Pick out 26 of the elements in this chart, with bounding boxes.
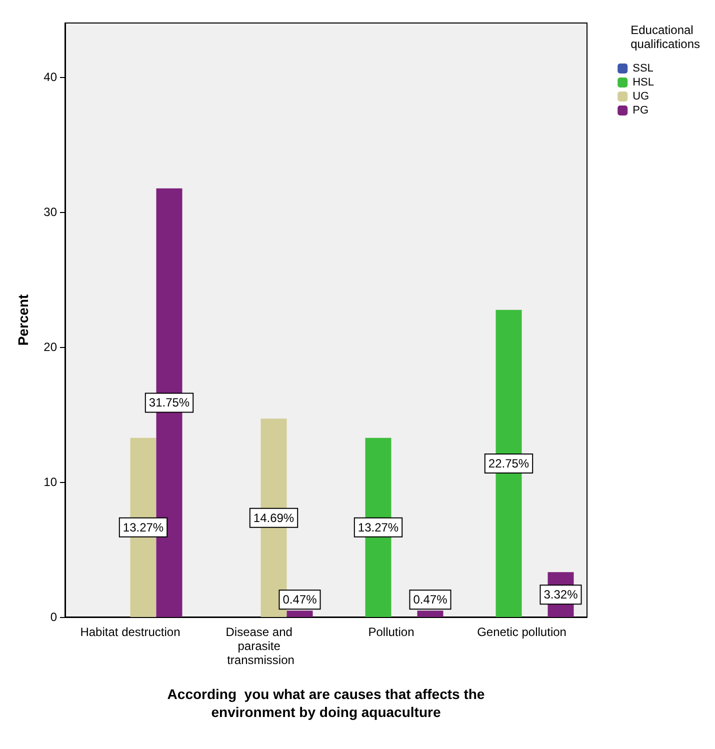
data-label: 0.47% (413, 592, 448, 607)
data-label: 14.69% (253, 510, 294, 525)
bar (417, 610, 444, 617)
x-tick-label: Disease and parasite transmission (226, 625, 296, 667)
data-label: 3.32% (544, 588, 578, 602)
y-axis-title: Percent (15, 294, 31, 346)
bar (286, 610, 313, 617)
data-label: 31.75% (148, 396, 190, 410)
y-tick-label: 10 (44, 475, 58, 489)
legend-label: SSL (632, 62, 654, 74)
y-tick-label: 0 (50, 610, 58, 624)
y-tick-label: 40 (44, 70, 58, 84)
x-axis-title: According you what are causes that affects the environment by doing aquaculture (167, 686, 485, 720)
y-tick-label: 20 (44, 340, 58, 354)
x-tick-label: Habitat destruction (80, 625, 180, 639)
legend-label: UG (632, 90, 650, 102)
legend-title: Educational qualifications (630, 23, 700, 51)
data-label: 22.75% (488, 456, 530, 470)
legend-label: HSL (632, 76, 654, 88)
data-label: 13.27% (358, 520, 399, 534)
data-label: 13.27% (122, 520, 164, 534)
y-tick-label: 30 (44, 205, 58, 219)
data-label: 0.47% (282, 592, 318, 607)
legend-label: PG (632, 104, 649, 116)
x-tick-label: Pollution (368, 625, 414, 639)
x-tick-label: Genetic pollution (477, 625, 566, 639)
